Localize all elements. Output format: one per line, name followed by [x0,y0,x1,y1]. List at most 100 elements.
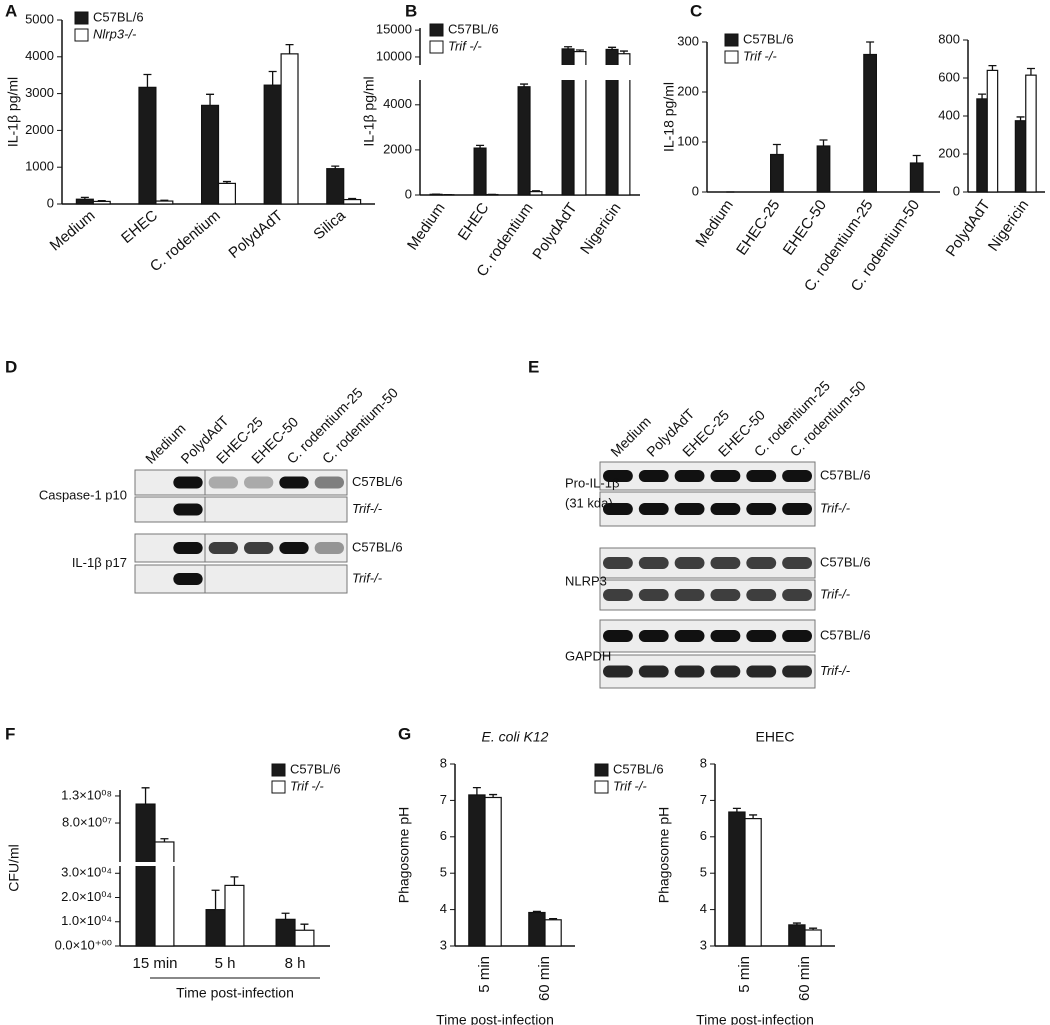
x-tick-label: PolydAdT [943,197,994,260]
bar [473,147,487,196]
y-tick-label: 200 [938,145,960,160]
blot-band [782,665,812,678]
error-bar [160,838,169,842]
blot-strip [134,533,348,563]
bar [343,198,362,205]
error-bar [819,139,828,146]
blot-strip [599,461,816,491]
error-bar [206,93,215,106]
error-bar [749,814,758,819]
panel-letter: F [5,724,15,743]
legend-label: C57BL/6 [290,761,341,776]
y-tick-label: 6 [440,828,447,843]
error-bar [988,65,997,71]
blot-band [314,542,344,554]
blot-band [782,589,812,601]
bar [205,909,226,947]
legend-swatch [724,50,739,64]
blot-band [746,470,777,482]
legend-swatch [271,780,286,794]
legend-swatch [724,33,739,47]
y-tick-label: 6 [700,828,707,843]
error-bar [211,889,220,910]
blot-band [638,589,669,601]
blot-band [782,503,812,515]
axis-break [114,862,330,866]
error-bar [489,793,498,798]
blot-strip [599,654,816,689]
bar [788,924,806,947]
error-bar [1026,67,1035,76]
error-bar [531,190,540,192]
blot-strip [134,496,348,523]
bar [224,884,245,947]
error-bar [619,50,628,54]
legend-swatch [74,11,89,25]
legend-swatch [271,763,286,777]
bar [909,162,924,193]
blot-band [638,470,669,482]
blot-band [638,665,669,678]
y-tick-label: 3 [700,937,707,952]
row-label: C57BL/6 [820,554,871,569]
error-bar [348,197,357,200]
y-tick-label: 200 [677,83,699,98]
y-axis-label: IL-1β pg/ml [361,76,377,146]
bar [326,168,345,205]
panel-letter: B [405,1,417,20]
chart-title: EHEC [756,729,795,745]
x-tick-label: EHEC-25 [733,197,783,259]
error-bar [331,165,340,169]
blot-band [710,557,741,569]
blot-band [674,557,705,569]
blot-strip [599,547,816,579]
error-bar [300,923,309,931]
x-axis-label: Time post-infection [696,1012,814,1025]
legend-swatch [429,40,444,54]
bar [155,200,174,205]
error-bar [222,180,231,184]
blot-band [782,630,812,642]
error-bar [564,46,573,49]
panel-letter: D [5,357,17,376]
blot-band [603,589,633,601]
x-axis-label: Time post-infection [176,985,294,1001]
x-tick-label: 5 h [215,955,236,972]
error-bar [80,196,89,200]
legend-swatch [74,28,89,42]
legend-label: Trif -/- [448,38,482,53]
legend-label: C57BL/6 [448,21,499,36]
y-tick-label: 1000 [25,159,54,174]
blot-band [173,503,203,516]
y-tick-label: 7 [440,792,447,807]
y-tick-label: 0 [692,183,699,198]
bar [976,98,988,193]
group-sublabel: (31 kda) [565,495,613,510]
y-tick-label: 5000 [25,11,54,26]
x-tick-label: Medium [692,197,737,250]
y-tick-label: 400 [938,107,960,122]
blot-band [782,470,812,482]
blot-strip [134,564,348,594]
y-axis-label: IL-1β pg/ml [5,77,21,147]
row-label: Trif-/- [352,501,383,516]
bar [280,53,299,205]
blot-band [746,630,777,642]
group-label: NLRP3 [565,573,607,588]
y-tick-label: 8 [440,755,447,770]
x-tick-label: 60 min [796,956,813,1001]
bar [217,182,237,205]
y-tick-label: 3.0×10⁰⁴ [61,865,112,880]
error-bar [230,876,239,886]
bar [1014,120,1027,193]
bar [986,69,999,193]
y-axis-label: IL-18 pg/ml [661,82,677,152]
blot-band [710,503,741,515]
blot-band [710,589,741,601]
bar [744,817,762,947]
y-tick-label: 0 [47,195,54,210]
blot-band [746,503,777,515]
panel-letter: A [5,1,17,20]
bar [75,198,94,205]
bar [529,191,543,196]
